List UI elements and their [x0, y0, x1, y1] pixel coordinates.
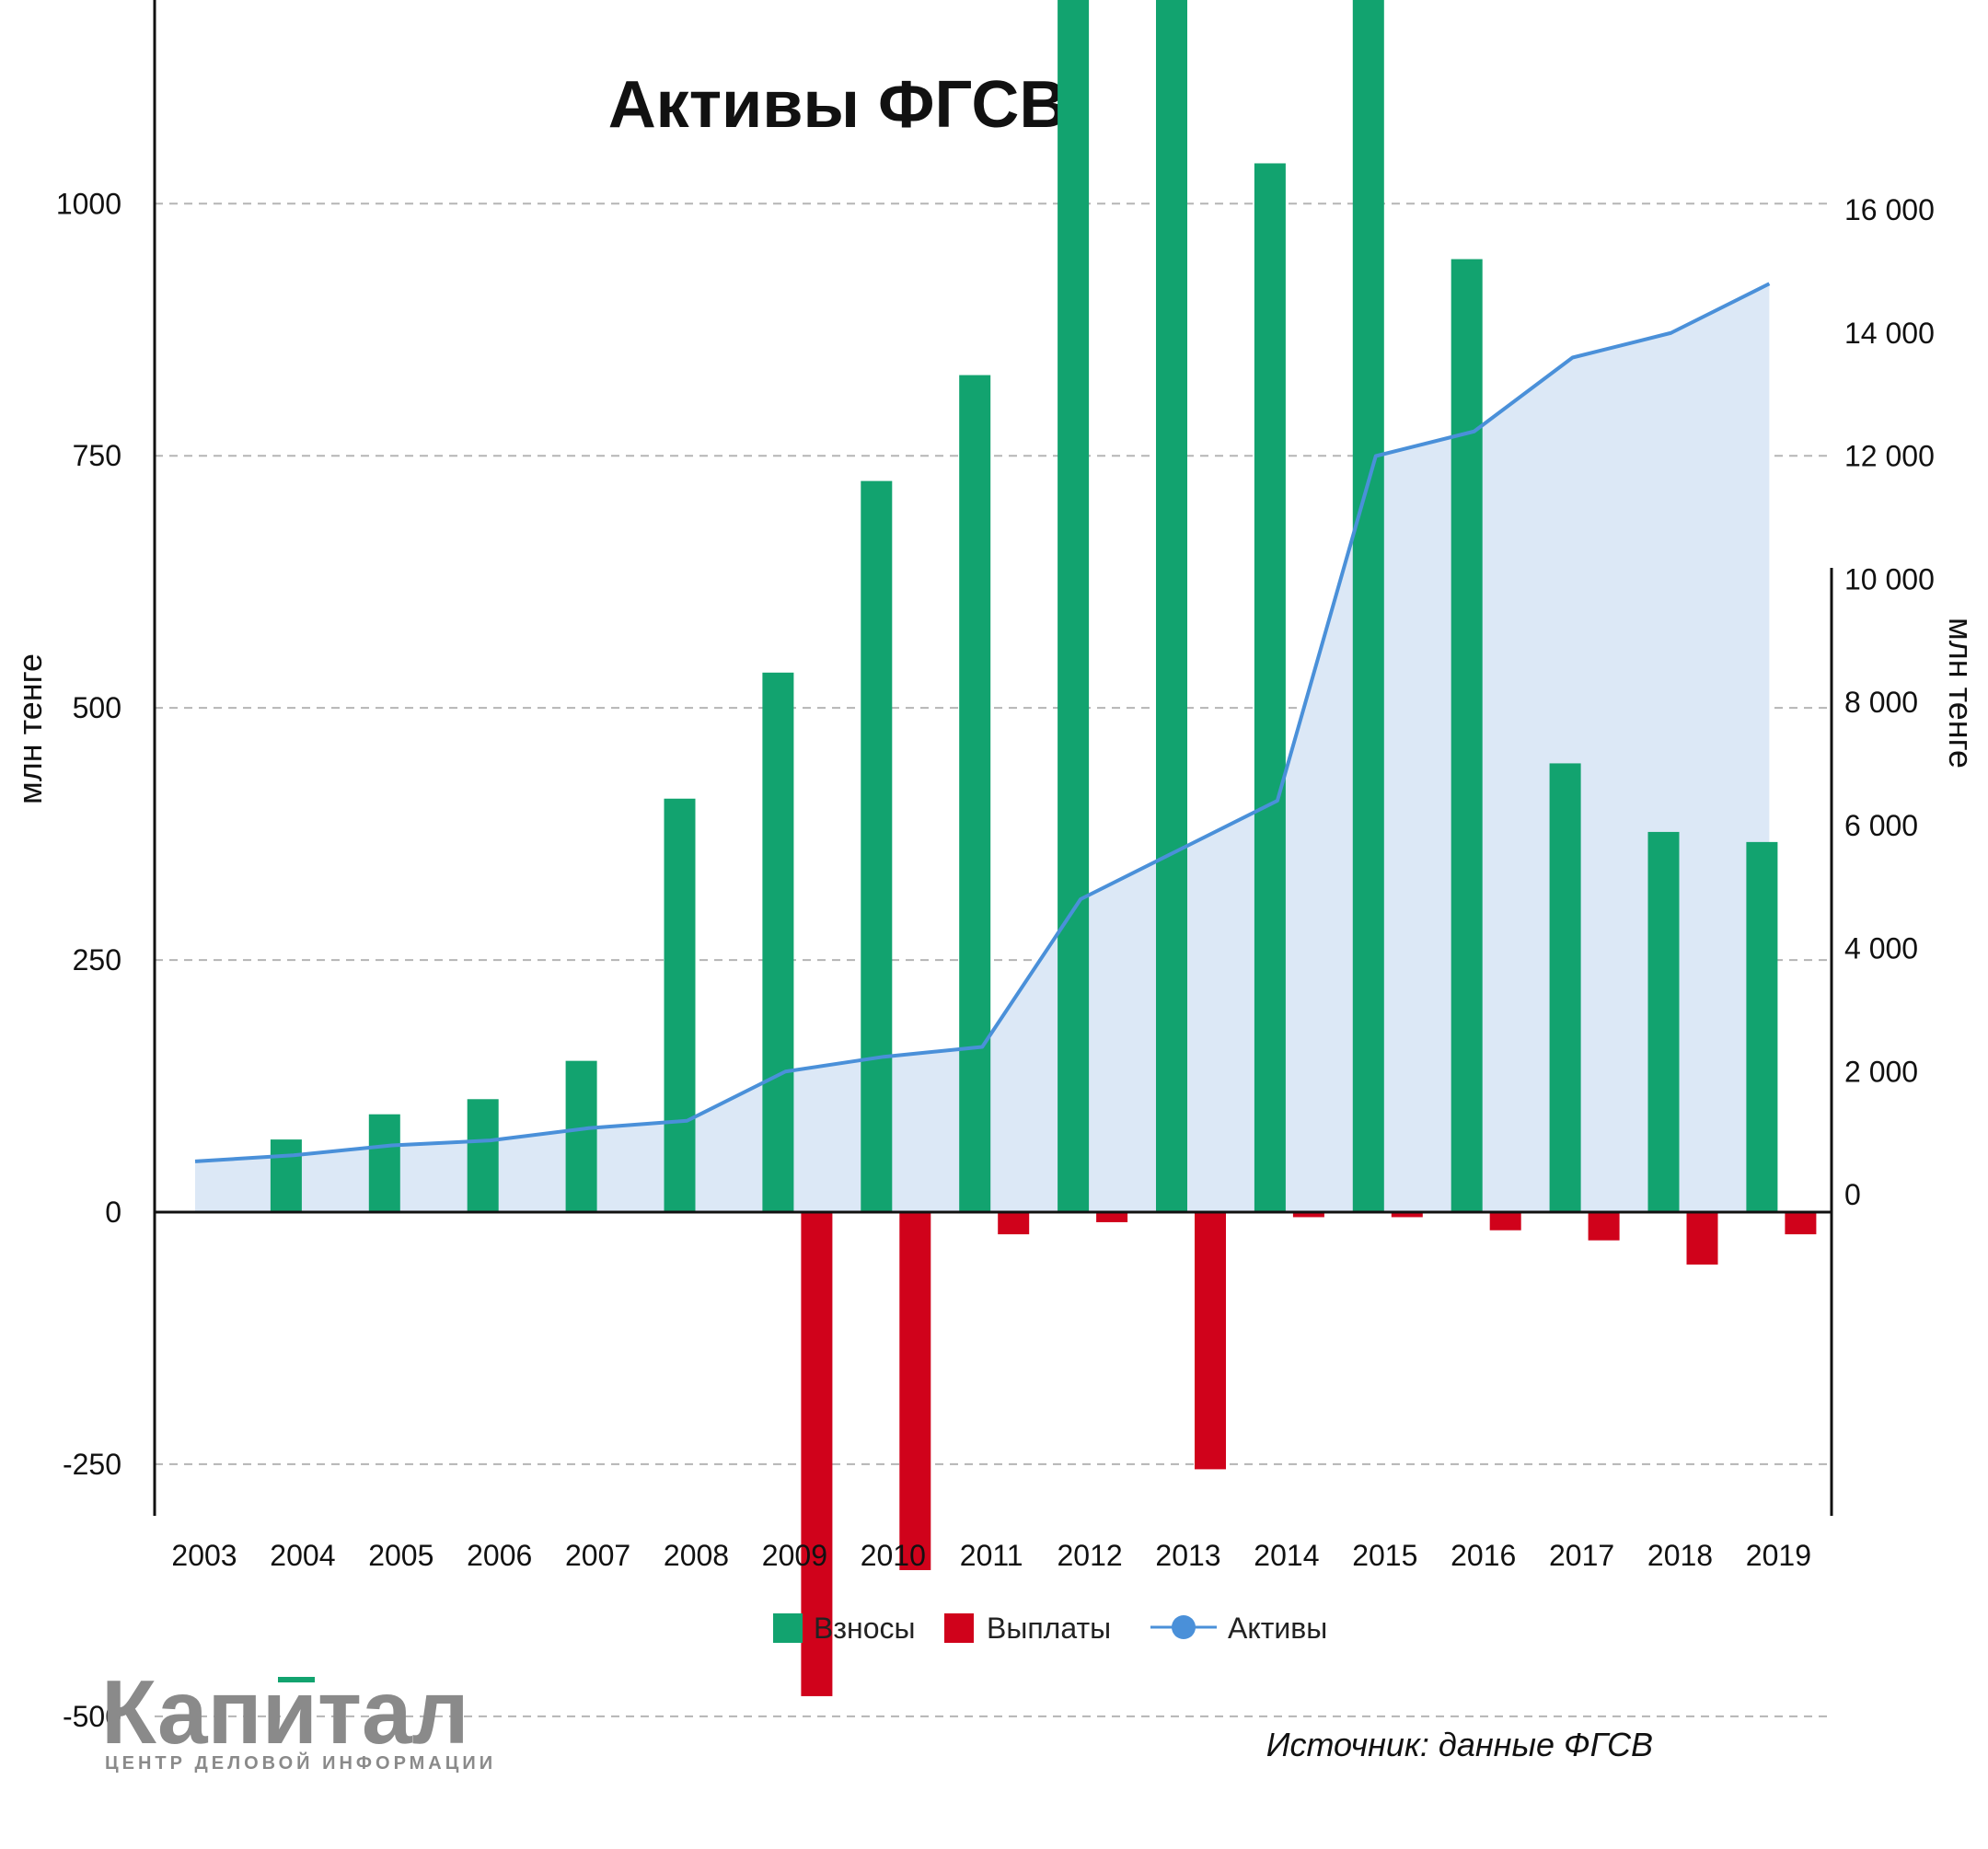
x-tick-2015: 2015 — [1352, 1539, 1417, 1572]
x-tick-2007: 2007 — [565, 1539, 630, 1572]
x-tick-2014: 2014 — [1254, 1539, 1319, 1572]
y-right-tick-2000: 2 000 — [1844, 1055, 1918, 1088]
x-axis-ticks: 2003 2004 2005 2006 2007 2008 2009 2010 2011 2012… — [171, 1539, 1811, 1572]
x-tick-2008: 2008 — [664, 1539, 729, 1572]
x-tick-2009: 2009 — [762, 1539, 827, 1572]
y-right-tick-10000: 10 000 — [1844, 562, 1935, 595]
y-right-tick-12000: 12 000 — [1844, 440, 1935, 473]
logo-wordmark: Капитал — [101, 1661, 469, 1762]
contribution-bar-2010 — [861, 480, 893, 1212]
payout-bar-2018 — [1686, 1212, 1718, 1265]
contribution-bar-2006 — [467, 1099, 499, 1212]
y-right-tick-8000: 8 000 — [1844, 686, 1918, 719]
legend: Взносы Выплаты Активы — [773, 1612, 1327, 1645]
y-right-tick-4000: 4 000 — [1844, 932, 1918, 965]
contribution-bar-2014 — [1254, 163, 1286, 1212]
y-left-tick--500: -500 — [63, 1700, 121, 1733]
x-tick-2005: 2005 — [368, 1539, 433, 1572]
y-right-tick-6000: 6 000 — [1844, 809, 1918, 842]
x-tick-2019: 2019 — [1746, 1539, 1811, 1572]
contribution-bar-2018 — [1647, 831, 1680, 1212]
y-left-tick-0: 0 — [105, 1196, 121, 1229]
contribution-bar-2012 — [1058, 0, 1090, 1212]
y-left-tick-1000: 1000 — [56, 187, 121, 220]
x-tick-2010: 2010 — [861, 1539, 926, 1572]
payout-bar-2011 — [998, 1212, 1030, 1235]
contribution-bar-2016 — [1451, 259, 1483, 1213]
x-tick-2013: 2013 — [1155, 1539, 1220, 1572]
y-right-tick-0: 0 — [1844, 1178, 1861, 1211]
contribution-bar-2015 — [1352, 0, 1384, 1212]
contribution-bar-2008 — [664, 798, 696, 1212]
payout-bar-2019 — [1785, 1212, 1817, 1235]
logo: Капитал ЦЕНТР ДЕЛОВОЙ ИНФОРМАЦИИ — [101, 1661, 496, 1774]
x-tick-2004: 2004 — [270, 1539, 335, 1572]
contribution-bar-2019 — [1746, 841, 1778, 1212]
contribution-bar-2009 — [762, 672, 794, 1212]
contributions-bars — [270, 0, 1778, 1213]
x-tick-2017: 2017 — [1549, 1539, 1614, 1572]
payout-bar-2009 — [801, 1212, 833, 1696]
y-left-tick-250: 250 — [73, 943, 121, 977]
payout-bar-2015 — [1391, 1212, 1423, 1218]
legend-swatch-assets-marker — [1172, 1615, 1196, 1639]
x-tick-2016: 2016 — [1451, 1539, 1516, 1572]
assets-line — [194, 282, 1771, 1163]
payout-bar-2014 — [1292, 1212, 1324, 1218]
y-right-tick-16000: 16 000 — [1844, 193, 1935, 226]
payouts-bars — [801, 1212, 1817, 1696]
legend-swatch-payouts — [944, 1613, 974, 1643]
payout-bar-2013 — [1195, 1212, 1226, 1470]
y-left-tick-500: 500 — [73, 691, 121, 724]
contribution-bar-2005 — [368, 1114, 400, 1212]
y-axis-left-ticks: 200017501500125010007505002500-250-500 — [56, 187, 121, 1733]
source-note: Источник: данные ФГСВ — [1266, 1726, 1653, 1763]
payout-bar-2016 — [1489, 1212, 1521, 1231]
x-tick-2018: 2018 — [1647, 1539, 1713, 1572]
chart-title: Активы ФГСВ — [608, 68, 1068, 142]
legend-label-payouts: Выплаты — [987, 1612, 1111, 1645]
legend-label-contributions: Взносы — [814, 1612, 915, 1645]
x-tick-2012: 2012 — [1058, 1539, 1123, 1572]
contribution-bar-2007 — [565, 1060, 597, 1212]
x-tick-2011: 2011 — [960, 1539, 1023, 1572]
contribution-bar-2004 — [270, 1139, 302, 1212]
y-right-tick-14000: 14 000 — [1844, 317, 1935, 350]
payout-bar-2010 — [899, 1212, 931, 1570]
axes — [153, 0, 1833, 1516]
legend-swatch-contributions — [773, 1613, 803, 1643]
y-left-tick-750: 750 — [73, 439, 121, 472]
logo-accent-bar — [278, 1677, 315, 1682]
payout-bar-2017 — [1588, 1212, 1620, 1241]
payout-bar-2012 — [1096, 1212, 1128, 1222]
contribution-bar-2013 — [1156, 0, 1187, 1212]
y-left-tick--250: -250 — [63, 1448, 121, 1481]
y-axis-right-ticks: 16 000 14 000 12 000 10 000 8 000 6 000 4 000 2… — [1844, 193, 1935, 1211]
contribution-bar-2011 — [959, 375, 991, 1213]
logo-tagline: ЦЕНТР ДЕЛОВОЙ ИНФОРМАЦИИ — [105, 1751, 496, 1774]
x-tick-2006: 2006 — [467, 1539, 532, 1572]
y-axis-left-label: млн тенге — [11, 653, 49, 804]
legend-label-assets: Активы — [1228, 1612, 1327, 1645]
contribution-bar-2017 — [1549, 763, 1581, 1212]
y-axis-right-label: млн тенге — [1942, 618, 1980, 768]
x-tick-2003: 2003 — [171, 1539, 237, 1572]
